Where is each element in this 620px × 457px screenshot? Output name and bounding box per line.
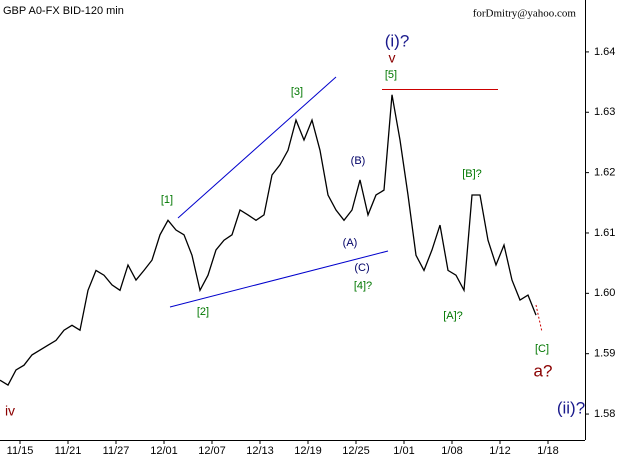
wave-label: v xyxy=(389,50,396,66)
price-line xyxy=(0,94,537,387)
wave-label: (B) xyxy=(351,155,366,167)
wave-label: [B]? xyxy=(462,168,482,180)
wave-label: [1] xyxy=(161,194,173,206)
y-tick-label: 1.60 xyxy=(594,287,615,299)
wave-label: [4]? xyxy=(354,280,372,292)
y-tick-label: 1.58 xyxy=(594,408,615,420)
x-tick-label: 12/01 xyxy=(150,445,178,457)
x-tick-label: 11/15 xyxy=(7,445,34,457)
projection-line xyxy=(535,304,543,333)
wave-label: (C) xyxy=(354,262,369,274)
wave-label: [5] xyxy=(385,69,397,81)
y-tick-label: 1.59 xyxy=(594,348,615,360)
x-tick-label: 12/13 xyxy=(246,445,274,457)
wave-label: [C] xyxy=(535,343,549,355)
wave-label: iv xyxy=(5,403,15,419)
wave-label: (i)? xyxy=(385,31,410,50)
chart-title: GBP A0-FX BID-120 min xyxy=(3,5,124,17)
x-tick-label: 12/19 xyxy=(294,445,322,457)
x-tick-label: 11/21 xyxy=(55,445,82,457)
wave-label: [A]? xyxy=(443,310,463,322)
x-tick-label: 11/27 xyxy=(103,445,130,457)
wave-label: (A) xyxy=(343,237,358,249)
x-tick-label: 1/18 xyxy=(537,445,558,457)
wave-label: a? xyxy=(534,361,553,380)
wave-label: [2] xyxy=(197,306,209,318)
trend-line xyxy=(169,250,389,308)
wave-label: (ii)? xyxy=(557,398,585,417)
wave-label: [3] xyxy=(291,86,303,98)
chart-subtitle: forDmitry@yahoo.com xyxy=(473,8,577,20)
y-tick-label: 1.62 xyxy=(594,167,615,179)
x-tick-label: 1/08 xyxy=(441,445,462,457)
x-tick-label: 1/01 xyxy=(393,445,414,457)
trend-line xyxy=(177,76,337,219)
x-tick-label: 12/25 xyxy=(342,445,370,457)
x-tick-label: 1/12 xyxy=(489,445,510,457)
y-tick-label: 1.64 xyxy=(594,46,615,58)
x-tick-label: 12/07 xyxy=(198,445,226,457)
y-tick-label: 1.61 xyxy=(594,227,615,239)
y-tick-label: 1.63 xyxy=(594,106,615,118)
